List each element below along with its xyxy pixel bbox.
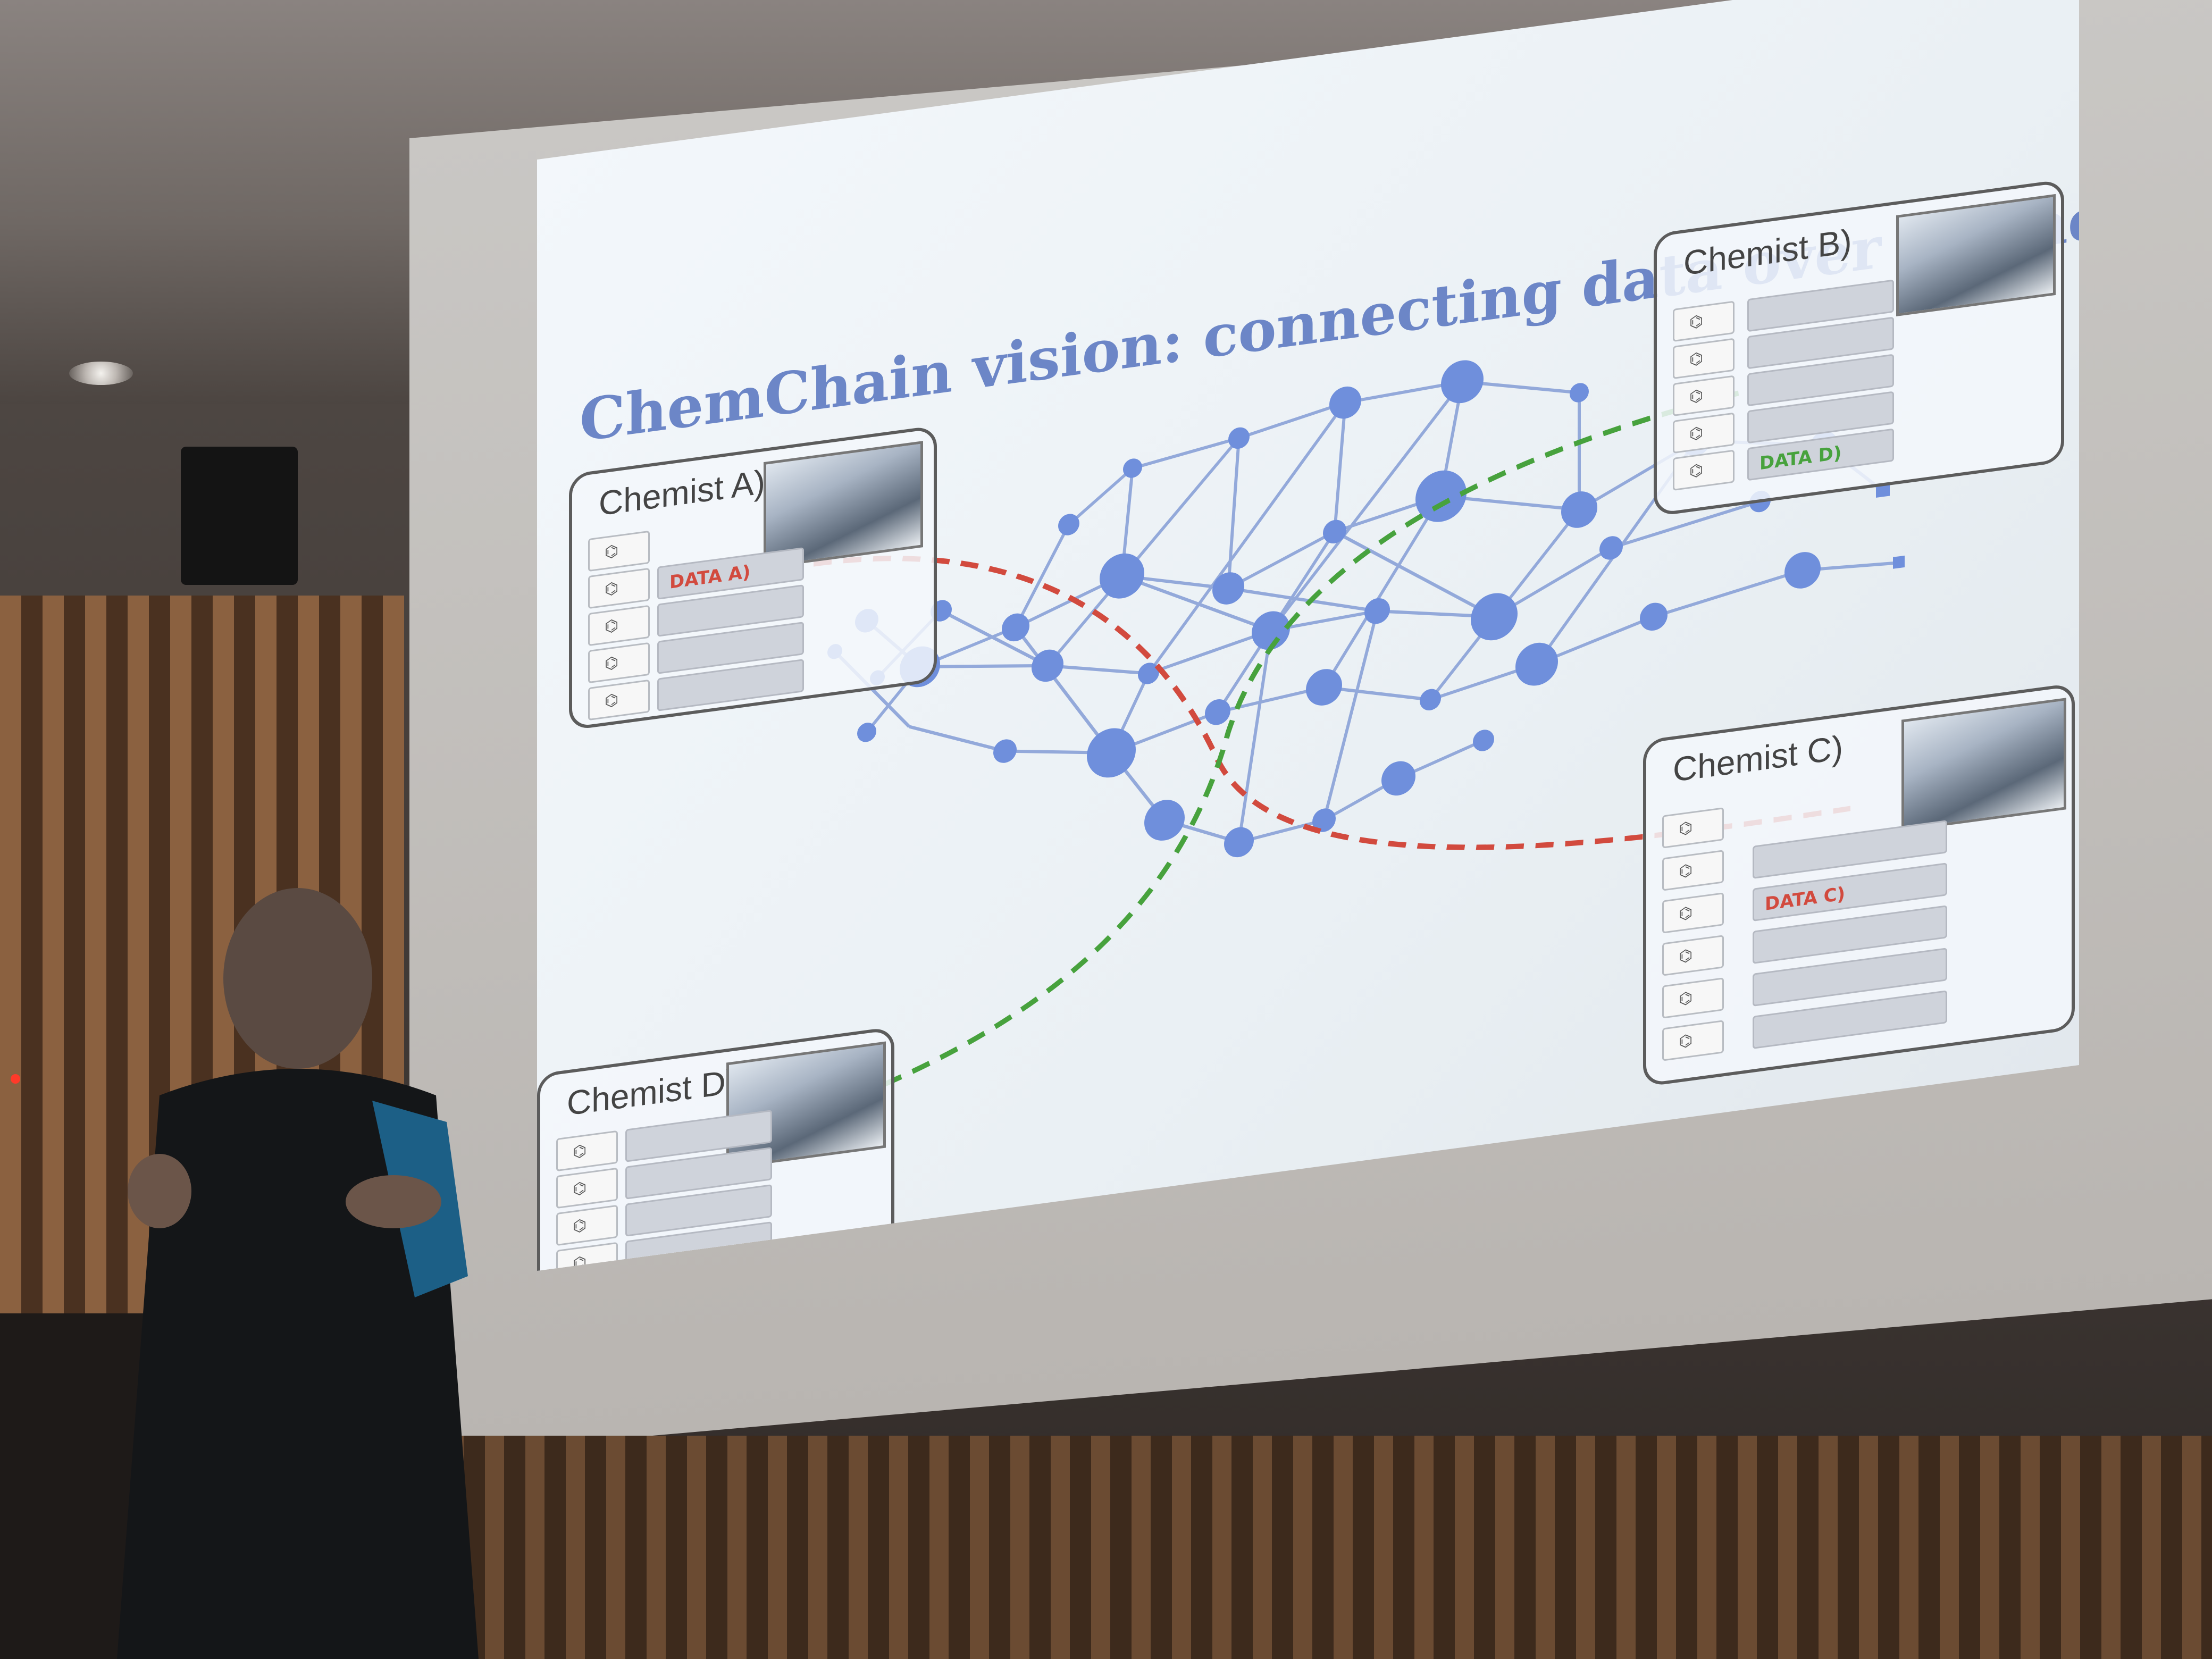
chemist-b-label: Chemist B) [1683,222,1852,283]
molecule-row: ⌬ [1662,1020,1724,1061]
molecule-row: ⌬ [1662,977,1724,1019]
network-graph [739,360,1905,1141]
data-label-b: DATA D) [1759,442,1842,475]
network-node [1570,383,1589,403]
data-label-c: DATA C) [1765,883,1846,915]
network-node [1323,520,1346,544]
network-node [1123,458,1142,478]
presenter-hand [346,1175,441,1228]
network-node [1087,728,1136,778]
lab-photo [1896,194,2056,316]
network-node [1893,555,1905,569]
network-node [1205,699,1230,725]
molecule-row: ⌬ [588,605,650,647]
network-node [1058,514,1079,535]
molecule-row: ⌬ [588,567,650,609]
network-edge [1014,530,1495,754]
network-node [1599,536,1623,560]
network-node [1100,553,1144,599]
network-node [1640,602,1668,631]
network-node [1784,552,1821,589]
presenter-head [223,888,372,1069]
molecule-row: ⌬ [1673,375,1735,416]
network-node [1212,572,1244,605]
wall-speaker [181,447,298,585]
network-edge [919,439,1697,668]
network-node [1471,593,1518,641]
lab-photo [1901,698,2066,832]
indicator-light [11,1074,20,1084]
projected-slide: ChemChain vision: connecting data over t… [537,0,2079,1271]
molecule-row: ⌬ [556,1204,618,1246]
network-node [1138,663,1159,684]
molecule-row: ⌬ [1662,807,1724,849]
network-edge [1046,381,1581,701]
presenter [117,888,479,1659]
network-node [1473,730,1494,751]
molecule-row: ⌬ [556,1167,618,1209]
molecule-row: ⌬ [588,530,650,572]
molecule-row: ⌬ [1662,892,1724,934]
molecule-row: ⌬ [588,679,650,721]
chemist-c-label: Chemist C) [1673,728,1844,789]
green-data-link-d [739,364,1856,1141]
presenter-hand [128,1154,191,1228]
red-data-link-a [813,556,1851,850]
network-node [857,723,876,742]
network-node [1032,649,1063,682]
molecule-row: ⌬ [1673,338,1735,379]
ceiling-light [69,362,133,385]
chemist-c-panel: Chemist C) ⌬ ⌬ ⌬ ⌬ ⌬ ⌬ DATA C) [1643,683,2075,1087]
network-node [993,739,1017,763]
chemist-b-panel: Chemist B) ⌬ ⌬ ⌬ ⌬ ⌬ DATA D) [1654,179,2064,517]
molecule-row: ⌬ [1673,412,1735,454]
network-edge [1120,381,1581,576]
network-node [1515,642,1558,686]
chemist-a-label: Chemist A) [599,462,765,523]
network-node [1224,827,1254,858]
network-node [1312,808,1336,832]
network-node [1364,598,1390,624]
chemist-a-panel: Chemist A) ⌬ ⌬ ⌬ ⌬ ⌬ DATA A) [569,425,937,731]
molecule-row: ⌬ [1662,935,1724,976]
network-node [1144,800,1185,841]
network-node [1420,689,1441,711]
data-label-a: DATA A) [669,561,751,593]
network-node [1329,386,1361,419]
network-node [1002,613,1029,642]
network-node [1561,491,1597,528]
network-node [1306,669,1342,706]
molecule-row: ⌬ [1673,449,1735,491]
molecule-row: ⌬ [1673,300,1735,342]
molecule-row: ⌬ [1662,850,1724,891]
network-node [1228,427,1250,449]
molecule-row: ⌬ [556,1130,618,1172]
network-node [1381,761,1415,796]
network-node [1415,470,1467,522]
chemist-d-label: Chemist D) [567,1061,738,1123]
network-edge [1110,438,1379,842]
network-node [1441,360,1484,404]
molecule-row: ⌬ [588,642,650,684]
network-node [1252,611,1290,650]
